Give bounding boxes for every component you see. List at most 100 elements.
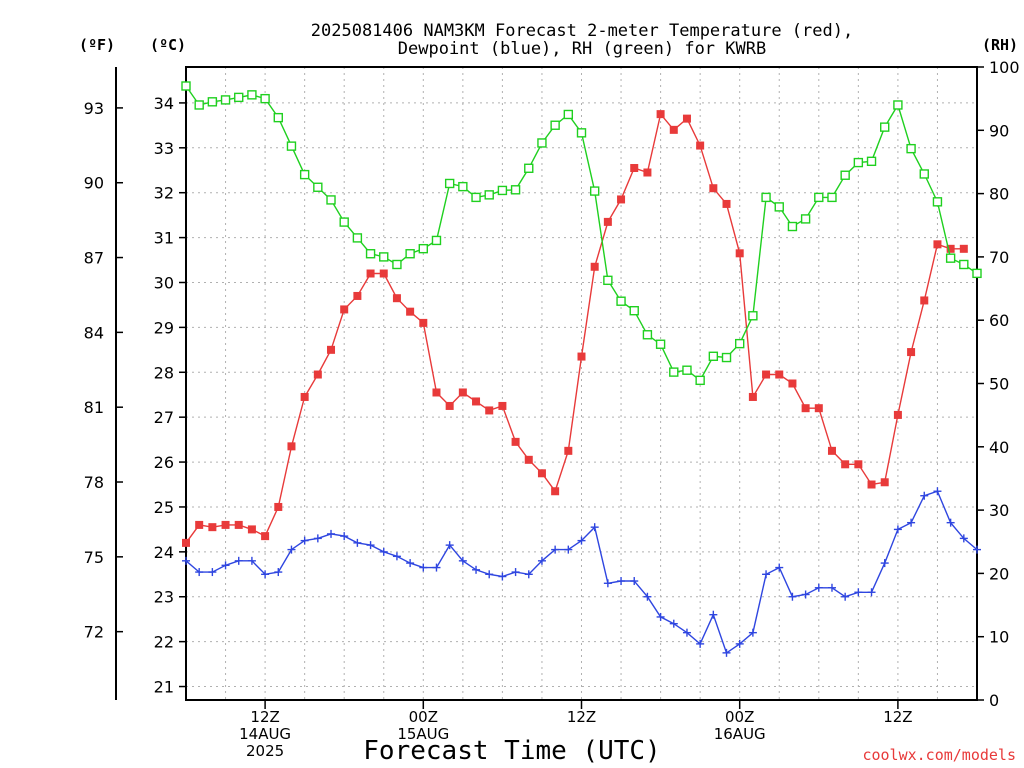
rh-point	[932, 197, 943, 207]
dewpoint-point	[300, 536, 309, 545]
rh-point	[959, 259, 969, 270]
rh-point	[655, 339, 666, 349]
dewpoint-point	[735, 639, 744, 648]
rh-point	[418, 243, 428, 254]
rh-point	[906, 143, 916, 154]
celsius-unit-label: (ºC)	[150, 36, 186, 54]
x-tick-label: 12Z	[250, 708, 279, 726]
temperature-point	[788, 379, 797, 388]
x-tick-label: 16AUG	[714, 725, 766, 743]
fahrenheit-unit-label: (ºF)	[79, 36, 115, 54]
dewpoint-point	[551, 545, 560, 554]
temperature-point	[472, 397, 481, 406]
dewpoint-point	[432, 563, 441, 572]
temperature-point	[630, 164, 639, 173]
celsius-tick-label: 31	[154, 229, 174, 248]
rh-point	[273, 112, 283, 123]
rh-point	[880, 122, 890, 132]
temperature-point	[603, 217, 612, 226]
rh-point	[458, 181, 468, 192]
temperature-point	[234, 520, 243, 529]
celsius-tick-label: 25	[154, 498, 174, 517]
dewpoint-point	[946, 518, 955, 527]
temperature-point	[261, 532, 270, 541]
temperature-point	[854, 460, 863, 469]
temperature-point	[458, 388, 467, 397]
fahrenheit-tick-label: 75	[84, 548, 104, 567]
rh-point	[972, 268, 982, 279]
rh-tick-label: 80	[989, 185, 1009, 204]
temperature-point	[340, 305, 349, 314]
celsius-tick-label: 21	[154, 678, 174, 697]
rh-point	[787, 221, 798, 232]
x-tick-label: 15AUG	[397, 725, 449, 743]
rh-point	[840, 170, 850, 180]
rh-point	[603, 275, 613, 286]
temperature-point	[827, 446, 836, 455]
dewpoint-point	[630, 577, 639, 586]
rh-point	[629, 306, 639, 316]
rh-point	[708, 351, 719, 361]
dewpoint-point	[366, 541, 375, 550]
x-tick-label: 00Z	[409, 708, 438, 726]
temperature-point	[643, 168, 652, 177]
temperature-point	[485, 406, 494, 415]
celsius-tick-label: 22	[154, 633, 174, 652]
temperature-point	[933, 240, 942, 249]
dewpoint-point	[656, 612, 665, 621]
temperature-point	[762, 370, 771, 379]
rh-point	[616, 296, 626, 306]
temperature-point	[287, 442, 296, 451]
x-tick-label: 2025	[246, 742, 284, 760]
x-tick-label: 12Z	[883, 708, 912, 726]
dewpoint-point	[748, 628, 757, 637]
fahrenheit-tick-label: 93	[84, 99, 104, 118]
dewpoint-point	[643, 592, 652, 601]
rh-point	[642, 330, 653, 340]
dewpoint-point	[524, 570, 533, 579]
dewpoint-point	[511, 568, 520, 577]
rh-point	[234, 92, 244, 103]
temperature-point	[432, 388, 441, 397]
dewpoint-point	[208, 568, 217, 577]
dewpoint-point	[537, 556, 546, 565]
series-layer	[181, 81, 982, 657]
rh-point	[207, 97, 218, 107]
temperature-point	[801, 404, 810, 413]
temperature-point	[814, 404, 823, 413]
temperature-point	[208, 523, 217, 532]
rh-point	[194, 100, 204, 110]
temperature-point	[221, 520, 230, 529]
temperature-point	[445, 401, 454, 410]
fahrenheit-tick-label: 78	[84, 473, 104, 492]
dewpoint-point	[379, 547, 388, 556]
rh-point	[379, 252, 389, 262]
dewpoint-point	[485, 570, 494, 579]
rh-tick-label: 10	[989, 628, 1009, 647]
temperature-point	[709, 184, 718, 193]
dewpoint-point	[340, 532, 349, 541]
rh-point	[247, 90, 257, 100]
chart-title-line2: Dewpoint (blue), RH (green) for KWRB	[398, 39, 766, 59]
fahrenheit-tick-label: 81	[84, 398, 104, 417]
dewpoint-point	[933, 487, 942, 496]
temperature-point	[182, 538, 190, 547]
temperature-point	[419, 318, 428, 327]
rh-tick-label: 50	[989, 375, 1009, 394]
temperature-point	[313, 370, 322, 379]
temperature-point	[920, 296, 929, 305]
dewpoint-point	[195, 568, 204, 577]
dewpoint-point	[669, 619, 678, 628]
temperature-point	[696, 141, 705, 150]
dewpoint-point	[880, 559, 889, 568]
dewpoint-point	[682, 628, 691, 637]
temperature-point	[590, 262, 599, 271]
rh-tick-label: 40	[989, 438, 1009, 457]
celsius-tick-label: 32	[154, 184, 174, 203]
dewpoint-point	[973, 545, 981, 554]
temperature-point	[353, 291, 362, 300]
temperature-point	[366, 269, 375, 278]
rh-point	[919, 169, 929, 179]
temperature-point	[682, 114, 691, 123]
rh-point	[735, 338, 745, 349]
